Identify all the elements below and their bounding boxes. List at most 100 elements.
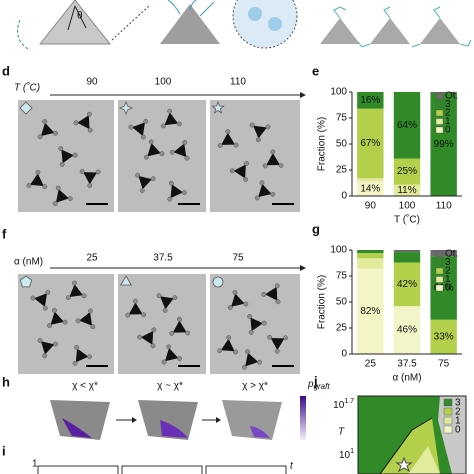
micrograph xyxy=(118,274,206,374)
nanoprism xyxy=(164,348,179,362)
micrograph xyxy=(210,274,300,374)
condition-icon xyxy=(211,100,225,114)
x-tick-label: 100 xyxy=(399,201,416,212)
bar-segment xyxy=(357,181,384,196)
graft-blob xyxy=(37,337,43,343)
condition-label: 90 xyxy=(86,77,98,88)
graft-blob xyxy=(168,180,174,186)
nanoprism xyxy=(258,183,272,198)
graft-blob xyxy=(278,163,284,168)
graft-blob xyxy=(161,123,166,129)
graft-blob xyxy=(247,314,253,319)
legend-label: 3 xyxy=(445,99,451,110)
arrow-head xyxy=(216,417,221,423)
panel-letter: h xyxy=(2,374,10,389)
micrograph xyxy=(118,100,206,212)
nanoprism xyxy=(170,184,184,199)
micrograph-background xyxy=(210,100,300,212)
nanoprism xyxy=(140,330,154,345)
nanoprism xyxy=(266,153,281,166)
nanoprism xyxy=(77,115,90,130)
simulation-snapshots xyxy=(50,396,306,440)
panel-letter: g xyxy=(312,221,320,236)
particle xyxy=(370,18,410,44)
bar-segment xyxy=(357,250,384,254)
bar-segment xyxy=(393,252,421,263)
legend-swatch xyxy=(435,284,444,292)
legend-swatch xyxy=(435,276,444,283)
legend-label: 2 xyxy=(455,407,461,418)
nanoprism xyxy=(172,320,187,333)
graft-blob xyxy=(151,327,157,333)
phase-boundary xyxy=(379,417,433,474)
nanoprism xyxy=(147,143,161,157)
nanoprism xyxy=(253,125,267,139)
value-label: 42% xyxy=(397,279,417,290)
graft-blob xyxy=(265,124,271,130)
legend-swatch xyxy=(435,267,444,275)
graft-blob xyxy=(67,196,73,202)
y-tick-label: 50 xyxy=(336,297,348,308)
graft-blob xyxy=(225,129,231,134)
graft-blob xyxy=(217,348,223,354)
bar-segment xyxy=(430,93,457,196)
graft-blob xyxy=(137,334,143,340)
graft-blob xyxy=(274,348,280,354)
bar-segment xyxy=(393,250,421,253)
value-label: 46% xyxy=(397,325,417,336)
y-tick-label: 101 xyxy=(339,448,354,461)
graft-blob xyxy=(125,312,131,318)
graft-blob xyxy=(51,308,57,313)
graft-blob xyxy=(233,349,239,355)
tick-base: 10 xyxy=(339,450,351,461)
nanoprism xyxy=(55,189,70,203)
graft-blob xyxy=(275,299,281,305)
graft-blob xyxy=(166,344,172,350)
condition-icon xyxy=(19,101,33,115)
particle xyxy=(420,18,460,44)
micrograph xyxy=(18,100,114,212)
bar-segment xyxy=(357,178,384,182)
legend-label: 1 xyxy=(445,274,451,285)
value-label: 16% xyxy=(360,95,380,106)
graft-blob xyxy=(249,122,255,128)
condition-icon xyxy=(118,100,134,116)
state-label: χ ~ χ* xyxy=(157,381,183,392)
graft-blob xyxy=(87,127,93,133)
nanoprism xyxy=(250,317,263,332)
marker xyxy=(395,456,413,473)
value-label: 64% xyxy=(397,120,417,131)
graft-blob xyxy=(58,146,64,151)
bar-segment xyxy=(357,258,384,269)
graft-blob xyxy=(148,139,154,145)
graft-blob xyxy=(72,360,78,366)
theta-label: θ xyxy=(77,11,83,22)
graft-blob xyxy=(72,152,78,158)
state-label: χ > χ* xyxy=(242,381,268,392)
condition-label: 110 xyxy=(230,77,246,88)
value-label: 99% xyxy=(434,139,454,150)
snapshot xyxy=(138,400,198,440)
legend-label: 3 xyxy=(445,257,451,268)
angle-line xyxy=(67,5,76,31)
tick-exponent: 1.7 xyxy=(344,398,354,405)
bar-segment xyxy=(357,92,384,109)
nanoprism xyxy=(75,348,89,363)
graft-blob xyxy=(52,201,58,207)
phase-region xyxy=(408,446,440,474)
graft-blob xyxy=(229,168,235,174)
graft-blob xyxy=(257,359,262,365)
graft-blob xyxy=(35,169,41,175)
grafts xyxy=(333,6,472,48)
bar-segment xyxy=(393,306,421,354)
y-tick-label: 101.7 xyxy=(333,398,354,411)
monomer xyxy=(268,17,282,31)
graft-blob xyxy=(283,335,289,341)
nanoprism xyxy=(79,312,93,326)
y-tick-label: 25 xyxy=(336,323,348,334)
legend-swatch xyxy=(435,101,444,108)
rotation-arrow xyxy=(17,19,31,51)
graft-blob xyxy=(132,298,138,304)
plot-frame xyxy=(121,465,203,474)
